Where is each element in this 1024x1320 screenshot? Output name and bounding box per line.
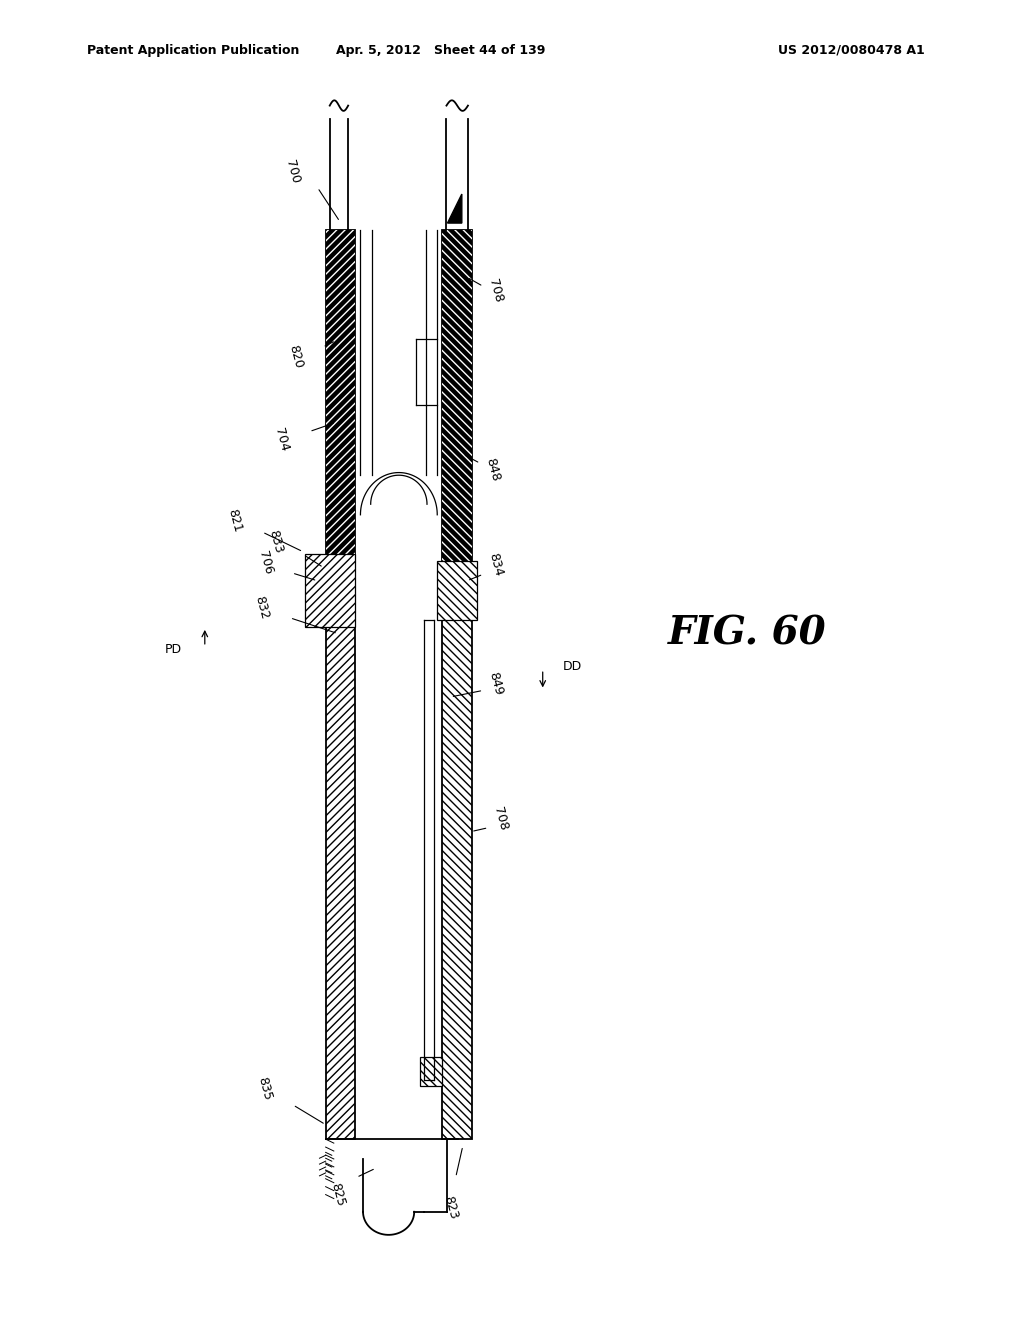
Bar bbox=[326, 568, 355, 1139]
Text: US 2012/0080478 A1: US 2012/0080478 A1 bbox=[778, 44, 925, 57]
Bar bbox=[326, 230, 355, 568]
Bar bbox=[437, 561, 477, 620]
Text: 821: 821 bbox=[225, 507, 244, 533]
Text: 848: 848 bbox=[483, 457, 502, 483]
Text: 835: 835 bbox=[256, 1076, 274, 1102]
Text: 834: 834 bbox=[486, 552, 505, 578]
Text: 833: 833 bbox=[266, 528, 285, 554]
Text: 706: 706 bbox=[256, 549, 274, 576]
Text: Apr. 5, 2012   Sheet 44 of 139: Apr. 5, 2012 Sheet 44 of 139 bbox=[336, 44, 545, 57]
Text: FIG. 60: FIG. 60 bbox=[669, 615, 826, 652]
Bar bbox=[442, 230, 472, 568]
Text: 832: 832 bbox=[253, 594, 271, 620]
Bar bbox=[442, 568, 472, 1139]
Text: 708: 708 bbox=[492, 805, 510, 832]
Text: 849: 849 bbox=[486, 671, 505, 697]
Text: PD: PD bbox=[165, 643, 182, 656]
Text: 700: 700 bbox=[284, 158, 302, 185]
Text: DD: DD bbox=[563, 660, 583, 673]
Text: 823: 823 bbox=[441, 1195, 460, 1221]
Bar bbox=[420, 1057, 442, 1086]
Text: 820: 820 bbox=[287, 343, 305, 370]
Bar bbox=[442, 230, 472, 568]
Text: 708: 708 bbox=[486, 277, 505, 304]
Text: 825: 825 bbox=[329, 1181, 347, 1208]
Text: 704: 704 bbox=[272, 426, 291, 453]
Bar bbox=[305, 554, 355, 627]
Text: Patent Application Publication: Patent Application Publication bbox=[87, 44, 299, 57]
Bar bbox=[326, 230, 355, 568]
Polygon shape bbox=[447, 194, 462, 223]
